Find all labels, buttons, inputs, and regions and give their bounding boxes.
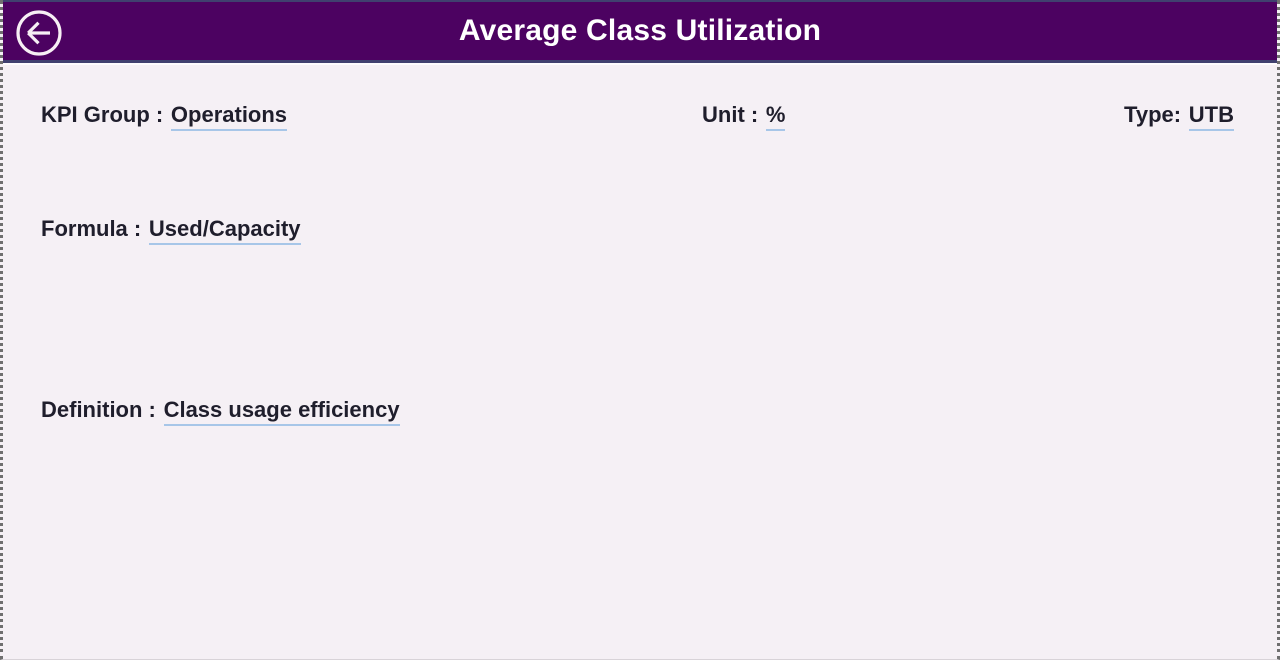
kpi-group-value[interactable]: Operations [170,102,288,131]
app-header: Average Class Utilization [3,0,1277,63]
page-title: Average Class Utilization [458,14,822,47]
type-row: Type: UTB [1124,102,1234,131]
definition-label: Definition : [41,397,156,422]
kpi-group-row: KPI Group : Operations [41,102,288,131]
type-value[interactable]: UTB [1188,102,1234,131]
formula-value[interactable]: Used/Capacity [148,216,301,245]
formula-row: Formula : Used/Capacity [41,216,301,245]
unit-row: Unit :% [702,102,786,131]
formula-label: Formula : [41,216,142,241]
kpi-group-label: KPI Group : [41,102,164,127]
definition-value[interactable]: Class usage efficiency [163,397,400,426]
unit-label: Unit : [702,102,759,127]
arrow-left-circle-icon [15,9,63,57]
type-label: Type: [1124,102,1182,127]
definition-row: Definition : Class usage efficiency [41,397,400,426]
back-button[interactable] [15,9,63,57]
unit-value[interactable]: % [765,102,786,131]
